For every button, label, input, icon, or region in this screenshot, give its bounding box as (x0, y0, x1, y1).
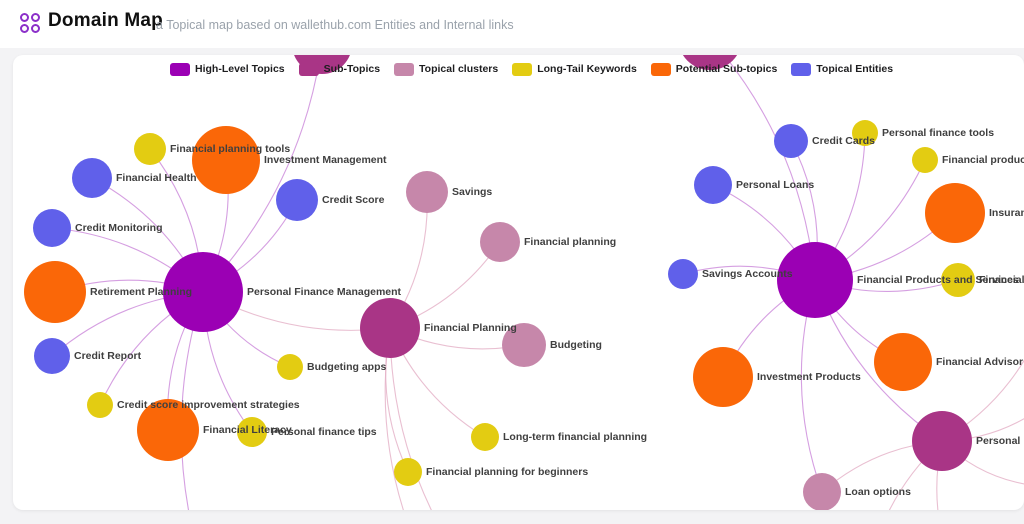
legend-label-entity: Topical Entities (816, 63, 894, 75)
app-header: Domain Map a Topical map based on wallet… (0, 0, 1024, 48)
legend-item-potential[interactable]: Potential Sub-topics (650, 62, 778, 76)
node-retire[interactable] (24, 261, 86, 323)
node-fin-health[interactable] (72, 158, 112, 198)
legend-label-longtail: Long-Tail Keywords (537, 63, 637, 75)
topical-map-canvas: Personal Finance Management Investment Ma… (13, 55, 1024, 510)
legend-item-cluster[interactable]: Topical clusters (394, 62, 499, 76)
node-fin-planning-c[interactable] (480, 222, 520, 262)
node-fpb[interactable] (394, 458, 422, 486)
node-pft[interactable] (237, 417, 267, 447)
node-loan-options[interactable] (803, 473, 841, 510)
node-personal-sub[interactable] (912, 411, 972, 471)
node-fp-hub[interactable] (360, 298, 420, 358)
node-insurance[interactable] (925, 183, 985, 243)
legend-item-sub[interactable]: Sub-Topics (298, 62, 381, 76)
legend: High-Level Topics Sub-Topics Topical clust… (170, 61, 893, 77)
node-financial-y[interactable] (941, 263, 975, 297)
node-pf-tools-r[interactable] (852, 120, 878, 146)
legend-item-high[interactable]: High-Level Topics (170, 62, 285, 76)
legend-swatch-potential (650, 62, 671, 76)
legend-swatch-longtail (512, 62, 533, 76)
node-fps[interactable] (777, 242, 853, 318)
page-subtitle: a Topical map based on wallethub.com Ent… (156, 18, 514, 32)
legend-item-longtail[interactable]: Long-Tail Keywords (512, 62, 637, 76)
app-logo-icon (20, 13, 42, 35)
node-fin-advisor[interactable] (874, 333, 932, 391)
legend-item-entity[interactable]: Topical Entities (791, 62, 894, 76)
legend-label-high: High-Level Topics (195, 63, 285, 75)
legend-label-sub: Sub-Topics (323, 63, 381, 75)
edge-fp-hub-a-m1 (384, 327, 405, 510)
node-personal-loans[interactable] (694, 166, 732, 204)
legend-swatch-cluster (394, 62, 415, 76)
node-credit-rep[interactable] (34, 338, 70, 374)
node-credit-score[interactable] (276, 179, 318, 221)
node-credit-mon[interactable] (33, 209, 71, 247)
node-pfm[interactable] (163, 252, 243, 332)
node-fin-plan-tools[interactable] (134, 133, 166, 165)
node-ltfp[interactable] (471, 423, 499, 451)
page-title: Domain Map (48, 10, 163, 31)
node-invest-prod[interactable] (693, 347, 753, 407)
node-savings-acc[interactable] (668, 259, 698, 289)
legend-swatch-high (170, 62, 190, 76)
legend-swatch-entity (791, 62, 812, 76)
node-csi[interactable] (87, 392, 113, 418)
legend-label-potential: Potential Sub-topics (675, 63, 778, 75)
nodes-layer (24, 55, 985, 510)
node-sub-top-2[interactable] (678, 55, 742, 70)
graph-svg (24, 55, 1024, 510)
node-fin-lit[interactable] (137, 399, 199, 461)
legend-label-cluster: Topical clusters (419, 63, 499, 75)
node-savings[interactable] (406, 171, 448, 213)
node-credit-cards[interactable] (774, 124, 808, 158)
node-fin-prod-y[interactable] (912, 147, 938, 173)
node-budgeting[interactable] (502, 323, 546, 367)
node-budget-apps[interactable] (277, 354, 303, 380)
node-inv-mgmt[interactable] (192, 126, 260, 194)
legend-swatch-sub (298, 62, 319, 76)
